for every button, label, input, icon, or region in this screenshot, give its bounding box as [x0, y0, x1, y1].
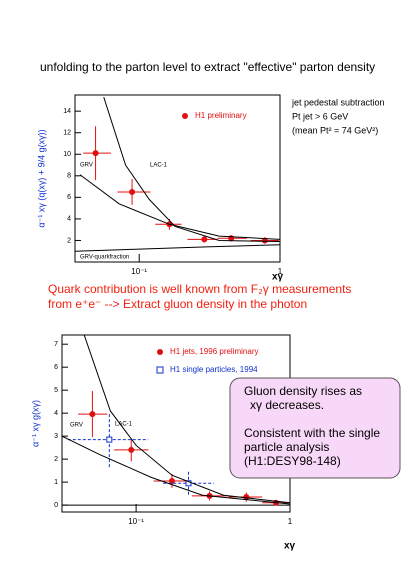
box-text: (H1:DESY98-148): [244, 454, 341, 468]
x-axis-label: xγ: [284, 541, 296, 552]
curve-label: LAC-1: [115, 422, 133, 428]
x-tick-label: 10⁻¹: [131, 267, 147, 276]
note: Pt jet > 6 GeV: [292, 111, 348, 121]
info-box: [229, 377, 401, 479]
point: [92, 150, 99, 157]
point: [106, 436, 113, 443]
curve-label: LAC-1: [150, 163, 168, 169]
middle-text: Quark contribution is well known from F₂…: [48, 282, 351, 296]
box-text: particle analysis: [244, 440, 329, 454]
curve-label: GRV-quarkfraction: [80, 255, 129, 261]
point: [128, 446, 135, 453]
y-tick-label: 4: [54, 410, 58, 417]
y-tick-label: 10: [63, 151, 71, 158]
y-tick-label: 1: [54, 479, 58, 486]
point: [185, 480, 192, 487]
point: [243, 494, 250, 501]
y-tick-label: 0: [54, 502, 58, 509]
box-text: xγ decreases.: [250, 398, 324, 412]
y-tick-label: 14: [63, 108, 71, 115]
middle-text: from e⁺e⁻ --> Extract gluon density in t…: [48, 297, 307, 311]
plot-area: [62, 335, 290, 506]
y-tick-label: 7: [54, 341, 58, 348]
legend-marker: [182, 113, 188, 119]
point: [129, 188, 136, 195]
y-axis-label: α⁻¹ xγ (q(xγ) + 9/4 g(xγ)): [36, 129, 46, 227]
box-text: Consistent with the single: [244, 426, 380, 440]
box-text: Gluon density rises as: [244, 384, 362, 398]
note: jet pedestal subtraction: [291, 97, 385, 107]
x-tick-label: 1: [288, 517, 293, 526]
curve: [79, 174, 280, 240]
heading: unfolding to the parton level to extract…: [40, 60, 375, 74]
y-tick-label: 6: [54, 364, 58, 371]
y-tick-label: 8: [67, 173, 71, 180]
curve: [103, 97, 280, 243]
x-axis-label: xγ: [272, 272, 284, 283]
y-tick-label: 5: [54, 387, 58, 394]
point: [168, 477, 175, 484]
curve: [75, 244, 280, 252]
legend-marker: [156, 366, 164, 374]
y-tick-label: 2: [54, 456, 58, 463]
legend-label: H1 jets, 1996 preliminary: [170, 347, 258, 356]
x-tick-label: 1: [278, 267, 283, 276]
y-tick-label: 6: [67, 194, 71, 201]
plot-frame: [74, 94, 281, 263]
legend-label: H1 single particles, 1994: [170, 365, 258, 374]
curve-label: GRV: [70, 423, 83, 429]
y-tick-label: 4: [67, 216, 71, 223]
y-axis-label: α⁻¹ xγ g(xγ): [30, 400, 40, 447]
point: [201, 236, 208, 243]
y-tick-label: 2: [67, 237, 71, 244]
legend-label: H1 preliminary: [195, 111, 247, 120]
legend-marker: [157, 349, 163, 355]
note: (mean Pt² = 74 GeV²): [292, 125, 378, 135]
curve: [83, 335, 290, 504]
point: [89, 411, 96, 418]
y-tick-label: 12: [63, 130, 71, 137]
curve-label: GRV: [80, 163, 93, 169]
x-tick-label: 10⁻¹: [128, 517, 144, 526]
plot-area: [75, 97, 280, 252]
y-tick-label: 3: [54, 433, 58, 440]
curve: [62, 435, 290, 505]
